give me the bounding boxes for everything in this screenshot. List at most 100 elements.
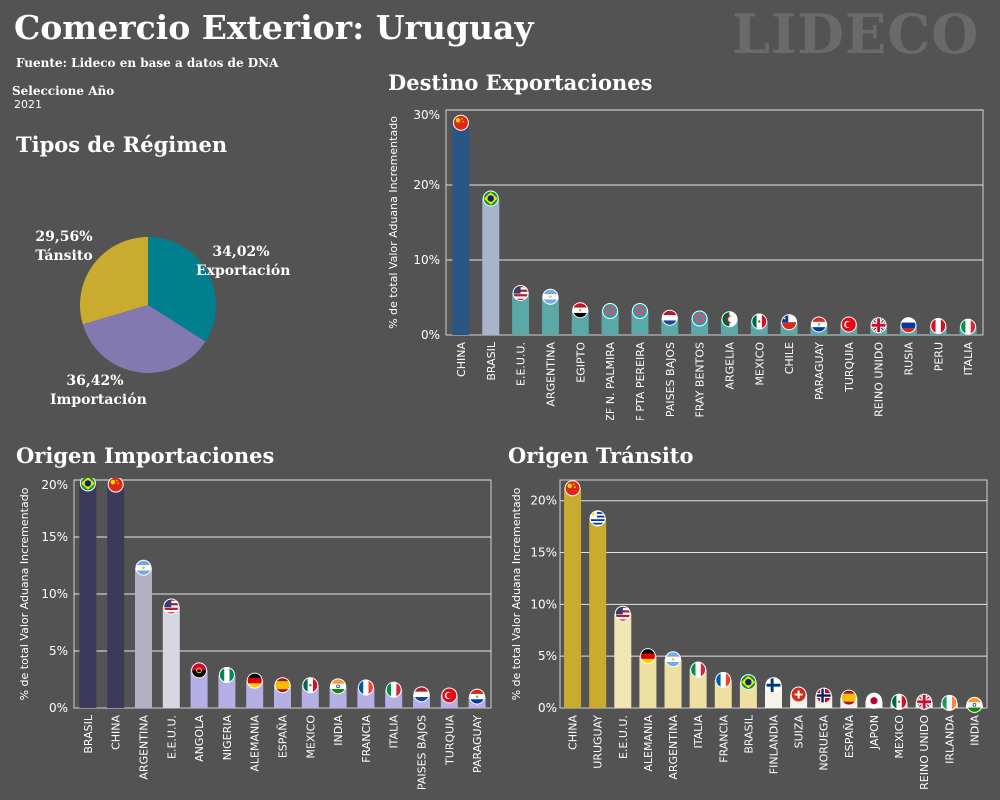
bar-china[interactable] bbox=[452, 122, 470, 335]
bar-group-francia[interactable] bbox=[714, 672, 732, 708]
bar-uruguay[interactable] bbox=[589, 518, 607, 708]
bar-group-reino-unido[interactable] bbox=[870, 317, 888, 335]
flag-icon-espana bbox=[840, 689, 857, 706]
bar-e-e-u-u[interactable] bbox=[512, 293, 530, 335]
bar-group-italia[interactable] bbox=[959, 318, 977, 335]
x-tick-label: RUSIA bbox=[902, 342, 915, 376]
flag-icon-rusia bbox=[900, 317, 917, 334]
bar-group-egipto[interactable] bbox=[571, 302, 589, 335]
bar-group-zf-n-palmira[interactable] bbox=[601, 303, 619, 335]
flag-icon-paises-bajos bbox=[661, 309, 678, 326]
bar-group-rusia[interactable] bbox=[899, 317, 917, 335]
x-tick-label: FRANCIA bbox=[360, 715, 373, 763]
pie-name-exportacion: Exportación bbox=[196, 263, 291, 279]
bar-group-francia[interactable] bbox=[357, 679, 375, 708]
pie-slice-t-nsito[interactable] bbox=[79, 237, 148, 325]
flag-icon-usa bbox=[163, 598, 180, 615]
bar-group-italia[interactable] bbox=[385, 681, 403, 708]
bar-group-italia[interactable] bbox=[689, 661, 707, 708]
bar-group-paraguay[interactable] bbox=[810, 316, 828, 336]
bar-group-china[interactable] bbox=[107, 478, 125, 708]
bar-china[interactable] bbox=[564, 488, 582, 708]
bar-francia[interactable] bbox=[714, 680, 732, 708]
y-tick-label: 15% bbox=[530, 546, 557, 560]
flag-icon-italia bbox=[960, 318, 977, 335]
bar-group-uruguay[interactable] bbox=[589, 510, 607, 708]
flag-icon-india bbox=[330, 678, 347, 695]
bar-e-e-u-u[interactable] bbox=[162, 606, 180, 708]
year-filter-label: Seleccione Año bbox=[12, 84, 115, 98]
bar-group-china[interactable] bbox=[564, 480, 582, 708]
flag-icon-nigeria bbox=[218, 666, 235, 683]
x-tick-label: BRASIL bbox=[742, 714, 755, 753]
bar-group-finlandia[interactable] bbox=[765, 677, 782, 708]
bar-group-españa[interactable] bbox=[274, 677, 291, 708]
x-tick-label: ARGENTINA bbox=[667, 715, 680, 780]
bar-group-brasil[interactable] bbox=[482, 190, 500, 336]
bar-group-zf-fray-bentos[interactable] bbox=[691, 310, 709, 336]
bar-group-nigeria[interactable] bbox=[218, 666, 236, 708]
bar-group-brasil[interactable] bbox=[739, 674, 757, 708]
bar-group-e-e-u-u[interactable] bbox=[512, 285, 530, 335]
bar-group-japon[interactable] bbox=[865, 692, 883, 709]
bar-group-chile[interactable] bbox=[780, 314, 798, 335]
year-filter-value[interactable]: 2021 bbox=[14, 98, 42, 111]
flag-icon-espana bbox=[274, 677, 291, 694]
bar-group-china[interactable] bbox=[452, 114, 470, 335]
bar-group-e-e-u-u[interactable] bbox=[614, 605, 632, 708]
bar-group-india[interactable] bbox=[965, 696, 983, 713]
bar-italia[interactable] bbox=[689, 669, 707, 708]
bar-argentina[interactable] bbox=[135, 567, 152, 708]
bar-group-india[interactable] bbox=[329, 678, 347, 708]
y-axis-title: % de total Valor Aduana Incrementado bbox=[18, 487, 31, 700]
bar-brasil[interactable] bbox=[482, 198, 500, 336]
bar-group-turquia[interactable] bbox=[840, 316, 858, 336]
x-tick-label: ZF PTA PEREIRA bbox=[634, 342, 647, 420]
bar-group-mexico[interactable] bbox=[301, 677, 319, 708]
bar-group-españa[interactable] bbox=[840, 689, 858, 708]
flag-icon-china bbox=[564, 480, 581, 497]
x-tick-label: PAISES BAJOS bbox=[664, 342, 677, 417]
bar-group-paises-bajos[interactable] bbox=[413, 686, 430, 708]
bar-group-argentina[interactable] bbox=[135, 559, 152, 708]
bar-argentina[interactable] bbox=[664, 659, 682, 708]
bar-alemania[interactable] bbox=[639, 656, 657, 708]
bar-group-e-e-u-u[interactable] bbox=[162, 598, 180, 708]
bar-group-zf-pta-pereira[interactable] bbox=[631, 303, 649, 335]
bar-group-reino-unido[interactable] bbox=[915, 693, 933, 710]
bar-china[interactable] bbox=[107, 484, 125, 708]
bar-group-suiza[interactable] bbox=[790, 686, 808, 708]
flag-icon-irlanda bbox=[941, 694, 958, 711]
imports-bar-chart: 0% 5% 10% 15% 20% % de total Valor Aduana Inc… bbox=[18, 478, 492, 790]
x-tick-label: PAISES BAJOS bbox=[416, 715, 429, 790]
bar-group-mexico[interactable] bbox=[750, 313, 768, 336]
bar-group-paraguay[interactable] bbox=[468, 688, 486, 708]
pie-slice-exportaci-n[interactable] bbox=[148, 237, 216, 342]
bar-group-brasil[interactable] bbox=[79, 478, 97, 708]
bar-group-turquia[interactable] bbox=[440, 687, 458, 708]
bar-group-paises-bajos[interactable] bbox=[661, 309, 679, 335]
bar-group-argelia[interactable] bbox=[720, 311, 738, 335]
bar-group-irlanda[interactable] bbox=[940, 694, 958, 711]
flag-icon-francia bbox=[357, 679, 374, 696]
bar-group-mexico[interactable] bbox=[890, 693, 908, 710]
bar-brasil[interactable] bbox=[79, 483, 97, 708]
bar-e-e-u-u[interactable] bbox=[614, 613, 632, 708]
bar-group-argentina[interactable] bbox=[541, 288, 559, 335]
bar-group-angola[interactable] bbox=[190, 662, 208, 708]
bar-group-alemania[interactable] bbox=[639, 648, 657, 708]
x-tick-label: CHINA bbox=[455, 342, 468, 377]
bar-argentina[interactable] bbox=[541, 296, 559, 335]
bar-group-alemania[interactable] bbox=[246, 672, 264, 708]
pie-slice-importaci-n[interactable] bbox=[82, 305, 206, 373]
bar-group-argentina[interactable] bbox=[664, 651, 682, 708]
flag-icon-reino-unido bbox=[870, 317, 887, 334]
bar-angola[interactable] bbox=[190, 670, 208, 708]
bar-alemania[interactable] bbox=[246, 680, 264, 708]
bar-group-noruega[interactable] bbox=[815, 687, 833, 708]
flag-icon-paraguay bbox=[469, 688, 486, 705]
bar-group-peru[interactable] bbox=[929, 318, 947, 335]
flag-icon-argentina bbox=[542, 288, 559, 305]
flag-icon-argentina bbox=[135, 559, 152, 576]
bar-nigeria[interactable] bbox=[218, 674, 236, 708]
